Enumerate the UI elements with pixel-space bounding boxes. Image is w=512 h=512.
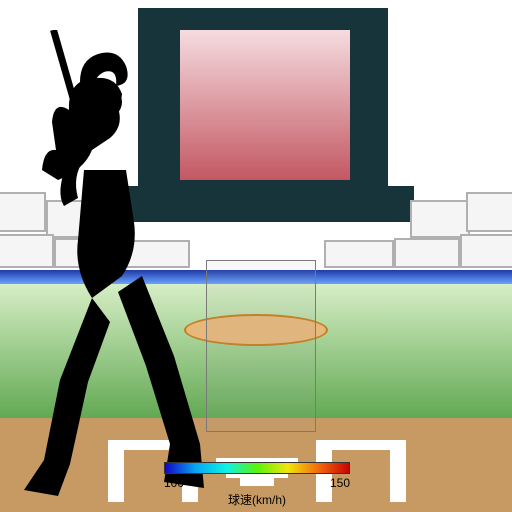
speed-ticks: 100 150 bbox=[164, 476, 350, 490]
stands-panel bbox=[324, 240, 394, 268]
stands-panel bbox=[394, 238, 460, 268]
stands-panel bbox=[466, 192, 512, 232]
speed-colorbar bbox=[164, 462, 350, 474]
speed-axis-label: 球速(km/h) bbox=[164, 491, 350, 508]
batter-silhouette bbox=[14, 30, 224, 500]
stands-panel bbox=[410, 200, 470, 238]
speed-tick-min: 100 bbox=[164, 476, 184, 490]
speed-legend: 100 150 球速(km/h) bbox=[164, 462, 350, 508]
plate-line bbox=[316, 440, 406, 450]
plate-line bbox=[390, 446, 406, 502]
stands-panel bbox=[460, 234, 512, 268]
speed-tick-max: 150 bbox=[330, 476, 350, 490]
pitch-location-chart: 100 150 球速(km/h) bbox=[0, 0, 512, 512]
